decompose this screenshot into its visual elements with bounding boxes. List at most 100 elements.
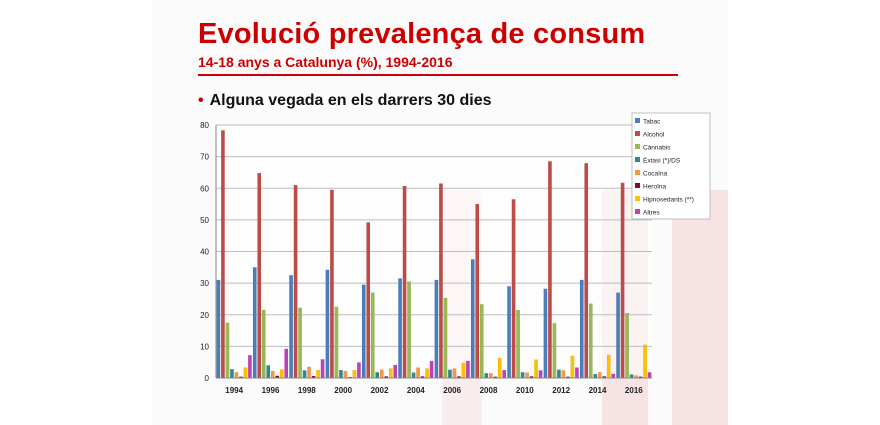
x-tick-label: 2010	[516, 386, 534, 395]
bar	[443, 297, 448, 379]
bar	[584, 163, 589, 379]
bar	[216, 279, 221, 379]
page-title: Evolució prevalença de consum	[198, 18, 646, 50]
legend-swatch	[635, 144, 640, 149]
bar	[548, 161, 552, 379]
legend-label: Hipnosedants (**)	[643, 197, 694, 204]
bar	[320, 359, 325, 379]
x-tick-label: 2008	[480, 386, 498, 395]
bar	[361, 284, 366, 379]
bar	[575, 367, 579, 379]
bar	[588, 303, 593, 379]
bar	[225, 322, 230, 379]
x-tick-label: 1998	[298, 386, 316, 395]
bar	[325, 269, 330, 379]
chart-legend: Tabac Alcohol Cànnabis Èxtasi (*)/DS Cocaïna…	[631, 112, 711, 220]
bar	[479, 304, 484, 379]
y-tick-label: 50	[200, 216, 209, 225]
bar	[625, 313, 629, 379]
bar	[488, 373, 493, 379]
bar	[339, 369, 343, 379]
bar	[570, 355, 575, 379]
bar	[534, 359, 538, 379]
bar	[352, 369, 357, 379]
bar	[234, 372, 239, 379]
bar	[647, 372, 652, 379]
y-tick-label: 40	[200, 248, 209, 257]
bar	[620, 182, 625, 379]
chart-bars	[216, 130, 652, 379]
legend-label: Tabac	[643, 119, 661, 126]
bar	[643, 344, 647, 379]
bar	[398, 278, 402, 379]
y-axis: 0 10 20 30 40 50 60 70 80	[200, 121, 217, 383]
bar	[629, 374, 634, 379]
legend-label: Heroïna	[643, 184, 667, 191]
x-tick-label: 2016	[625, 386, 643, 395]
legend-swatch	[635, 196, 640, 201]
bar	[375, 372, 380, 379]
bar	[516, 309, 520, 379]
bar	[597, 372, 602, 379]
bar	[289, 275, 293, 379]
bar	[379, 369, 384, 379]
section-heading-text: Alguna vegada en els darrers 30 dies	[209, 92, 492, 109]
bar	[284, 348, 289, 379]
x-tick-label: 2004	[407, 386, 425, 395]
legend-swatch	[635, 183, 640, 188]
bar	[316, 369, 320, 379]
bar	[416, 367, 420, 379]
y-tick-label: 70	[200, 153, 209, 162]
bar	[270, 370, 275, 379]
legend-swatch	[635, 170, 640, 175]
bar	[452, 368, 457, 379]
section-heading: • Alguna vegada en els darrers 30 dies	[198, 92, 492, 110]
bar	[593, 374, 598, 379]
bar	[279, 369, 284, 379]
legend-swatch	[635, 118, 640, 123]
bar	[393, 364, 398, 379]
legend-swatch	[635, 131, 640, 136]
legend-label: Cocaïna	[643, 171, 668, 178]
x-tick-label: 2006	[443, 386, 461, 395]
bar	[611, 373, 616, 379]
bar	[248, 355, 252, 379]
bar	[475, 203, 480, 379]
bar	[525, 372, 529, 379]
bar	[243, 367, 248, 379]
bar	[507, 286, 511, 379]
bar	[552, 323, 557, 379]
bar	[557, 369, 561, 379]
bar	[366, 222, 371, 379]
legend-swatch	[635, 157, 640, 162]
x-axis: 1994 1996 1998 2000 2002 2004 2006 2008 2010 2012…	[216, 377, 652, 395]
bar	[425, 368, 429, 379]
x-tick-label: 1994	[225, 386, 243, 395]
title-divider	[198, 74, 678, 76]
bar	[448, 369, 452, 379]
y-tick-label: 30	[200, 279, 209, 288]
bar	[470, 259, 475, 379]
legend-label: Èxtasi (*)/DS	[643, 156, 681, 165]
y-tick-label: 20	[200, 311, 209, 320]
bar	[266, 365, 271, 379]
bar	[230, 368, 234, 379]
bar	[439, 183, 443, 379]
bar	[466, 360, 470, 379]
bar	[543, 288, 548, 379]
chart-grid	[216, 124, 652, 378]
x-tick-label: 2012	[552, 386, 570, 395]
legend-label: Alcohol	[643, 132, 665, 139]
bar	[407, 281, 411, 379]
bar	[429, 360, 434, 379]
bar	[402, 185, 407, 379]
bar	[252, 267, 257, 379]
bar	[298, 307, 302, 379]
legend-swatch	[635, 209, 640, 214]
bar	[357, 362, 361, 379]
bullet-marker: •	[198, 92, 204, 109]
y-tick-label: 60	[200, 184, 209, 193]
x-tick-label: 2002	[371, 386, 389, 395]
bar	[302, 370, 307, 379]
bar	[257, 172, 262, 379]
